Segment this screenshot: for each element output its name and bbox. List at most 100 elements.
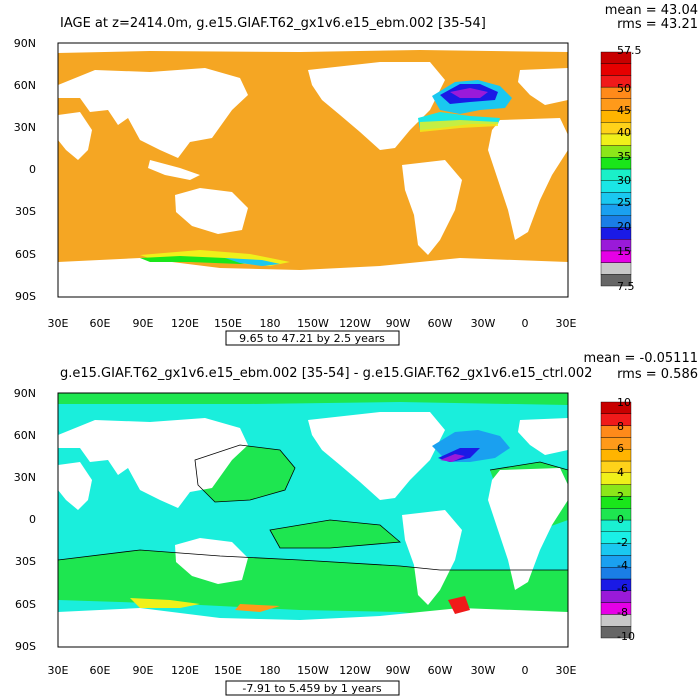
bottom-europe-land [518, 418, 568, 455]
bottom-lon-label: 30E [48, 664, 69, 677]
bottom-asia-land [58, 418, 248, 508]
bottom-india-land [58, 462, 92, 510]
top-contour-info-box [225, 330, 400, 346]
bottom-lon-label: 90W [386, 664, 411, 677]
top-cbar-label: 50 [617, 82, 631, 95]
top-lon-label: 90E [133, 317, 154, 330]
colorbar-swatch [600, 496, 632, 509]
top-cbar-label: 45 [617, 104, 631, 117]
bottom-contour-line [489, 461, 569, 471]
bottom-map [57, 392, 569, 648]
bottom-cbar-label: 6 [617, 442, 624, 455]
bottom-spacific-green [270, 520, 400, 548]
colorbar-swatch [600, 460, 632, 474]
bottom-cbar-label: 0 [617, 513, 624, 526]
top-north-america-land [308, 62, 445, 150]
bottom-southern-orange [235, 604, 280, 612]
top-lat-label-30n: 30N [14, 121, 36, 134]
top-title: IAGE at z=2414.0m, g.e15.GIAF.T62_gx1v6.… [60, 16, 486, 31]
colorbar-swatch [600, 63, 632, 76]
top-cbar-label: 15 [617, 245, 631, 258]
bottom-lon-label: 60W [428, 664, 453, 677]
top-europe-land [518, 68, 568, 105]
top-cbar-label: 7.5 [617, 280, 635, 293]
top-lat-label-eq: 0 [29, 163, 36, 176]
bottom-lat-label-90s: 90S [15, 640, 36, 653]
bottom-cbar-label: -6 [617, 582, 628, 595]
bottom-colorbar [600, 401, 632, 639]
top-australia-land [175, 188, 248, 234]
top-lat-label-60s: 60S [15, 248, 36, 261]
bottom-lat-label-90n: 90N [14, 387, 36, 400]
top-map-frame [57, 42, 569, 298]
bottom-colorbar-labels: 10 8 6 4 2 0 -2 -4 -6 -8 -10 [617, 396, 635, 643]
top-asia-land [58, 68, 248, 158]
bottom-arctic-green [58, 393, 568, 405]
colorbar-swatch [600, 472, 632, 485]
bottom-contour-line [194, 444, 296, 503]
top-south-america-land [402, 160, 462, 255]
top-panel: IAGE at z=2414.0m, g.e15.GIAF.T62_gx1v6.… [14, 3, 698, 346]
bottom-cbar-label: -10 [617, 630, 635, 643]
bottom-australia-land [175, 538, 248, 584]
bottom-cbar-label: 2 [617, 490, 624, 503]
top-lon-axis: 30E 60E 90E 120E 150E 180 150W 120W 90W … [48, 317, 577, 330]
top-southern-band-green [140, 256, 260, 264]
colorbar-swatch [600, 449, 632, 462]
bottom-lon-label: 150E [214, 664, 242, 677]
bottom-lon-axis: 30E 60E 90E 120E 150E 180 150W 120W 90W … [48, 664, 577, 677]
top-rms-stat: rms = 43.21 [617, 17, 698, 32]
bottom-lon-label: 0 [522, 664, 529, 677]
top-lon-label: 120E [171, 317, 199, 330]
top-colorbar-labels: 57.5 50 45 40 35 30 25 20 15 7.5 [617, 44, 642, 293]
colorbar-swatch [600, 484, 632, 497]
top-lon-label: 60W [428, 317, 453, 330]
bottom-contour-line [269, 519, 401, 549]
top-antarctica-land [58, 258, 568, 297]
top-lon-label: 30E [556, 317, 577, 330]
bottom-africa-land [488, 468, 568, 590]
top-southern-band-cyan [225, 258, 280, 266]
colorbar-swatch [600, 401, 632, 415]
top-lon-label: 30W [471, 317, 496, 330]
bottom-atlantic-anomaly-purple [440, 454, 465, 462]
bottom-panel: g.e15.GIAF.T62_gx1v6.e15_ebm.002 [35-54]… [14, 351, 698, 696]
bottom-contour-info-box [225, 680, 400, 696]
bottom-cbar-label: -8 [617, 606, 628, 619]
top-lat-label-60n: 60N [14, 79, 36, 92]
bottom-south-america-land [402, 510, 462, 605]
colorbar-swatch [600, 262, 632, 275]
bottom-lon-label: 180 [260, 664, 281, 677]
top-lon-label: 120W [339, 317, 371, 330]
bottom-antarctica-land [58, 608, 568, 647]
top-mean-stat: mean = 43.04 [605, 3, 698, 18]
colorbar-swatch [600, 437, 632, 450]
top-contour-info: 9.65 to 47.21 by 2.5 years [239, 332, 385, 345]
top-cbar-label: 35 [617, 150, 631, 163]
top-lat-label-90n: 90N [14, 37, 36, 50]
bottom-title: g.e15.GIAF.T62_gx1v6.e15_ebm.002 [35-54]… [60, 366, 592, 381]
top-cbar-label: 25 [617, 196, 631, 209]
top-africa-land [488, 118, 568, 240]
top-lon-label: 90W [386, 317, 411, 330]
colorbar-swatch [600, 508, 632, 521]
bottom-cbar-label: -4 [617, 559, 628, 572]
bottom-lon-label: 120E [171, 664, 199, 677]
top-cbar-label: 57.5 [617, 44, 642, 57]
top-lon-label: 180 [260, 317, 281, 330]
colorbar-swatch [600, 413, 632, 426]
bottom-southern-yellow [130, 598, 200, 608]
bottom-lat-axis: 90N 60N 30N 0 30S 60S 90S [14, 387, 36, 653]
top-lat-axis: 90N 60N 30N 0 30S 60S 90S [14, 37, 36, 303]
bottom-lat-label-30n: 30N [14, 471, 36, 484]
top-cbar-label: 30 [617, 174, 631, 187]
bottom-lon-label: 60E [90, 664, 111, 677]
bottom-lat-label-eq: 0 [29, 513, 36, 526]
top-lon-label: 150E [214, 317, 242, 330]
top-lon-label: 0 [522, 317, 529, 330]
top-indonesia-land [148, 160, 200, 180]
top-lon-label: 30E [48, 317, 69, 330]
bottom-lat-label-30s: 30S [15, 555, 36, 568]
bottom-north-america-land [308, 412, 445, 500]
